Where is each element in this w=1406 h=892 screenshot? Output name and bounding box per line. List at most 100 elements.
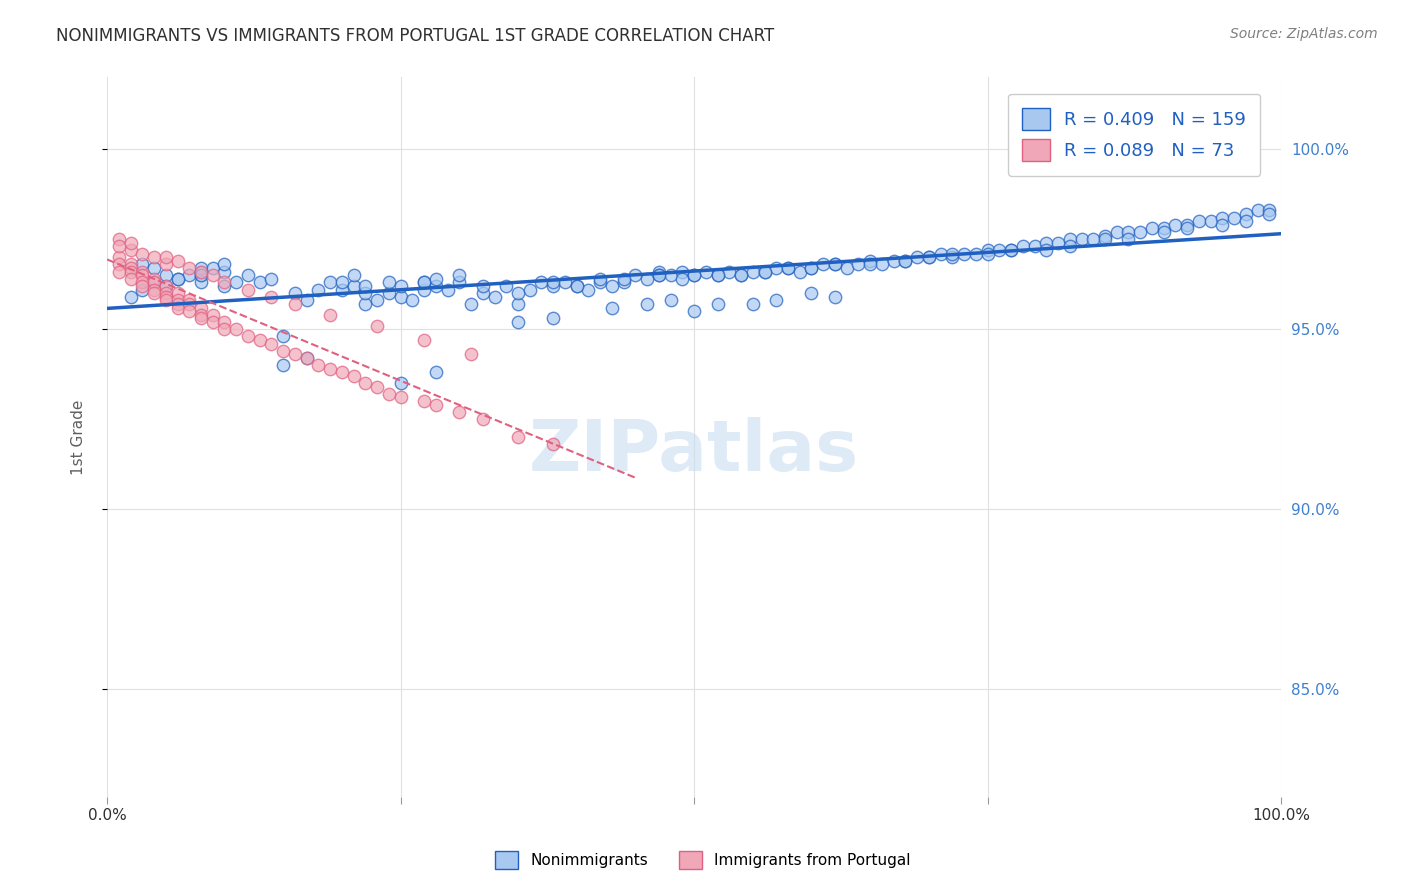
Point — [155, 293, 177, 308]
Point — [1059, 239, 1081, 253]
Point — [155, 268, 177, 283]
Point — [1234, 214, 1257, 228]
Point — [918, 250, 941, 264]
Point — [730, 268, 752, 283]
Point — [131, 265, 153, 279]
Point — [413, 276, 436, 290]
Point — [120, 272, 142, 286]
Point — [1153, 221, 1175, 235]
Point — [190, 268, 212, 283]
Point — [131, 246, 153, 260]
Point — [1175, 221, 1198, 235]
Point — [271, 343, 294, 358]
Point — [143, 276, 166, 290]
Point — [131, 257, 153, 271]
Point — [589, 276, 612, 290]
Point — [190, 265, 212, 279]
Point — [190, 311, 212, 326]
Point — [179, 304, 201, 318]
Point — [413, 394, 436, 409]
Point — [413, 283, 436, 297]
Point — [1234, 207, 1257, 221]
Point — [1035, 243, 1057, 257]
Point — [988, 243, 1011, 257]
Point — [343, 368, 366, 383]
Point — [201, 268, 224, 283]
Point — [425, 365, 447, 379]
Point — [143, 260, 166, 275]
Point — [506, 286, 529, 301]
Point — [143, 250, 166, 264]
Point — [565, 279, 588, 293]
Point — [166, 293, 188, 308]
Point — [155, 257, 177, 271]
Point — [190, 260, 212, 275]
Point — [870, 257, 893, 271]
Point — [155, 290, 177, 304]
Point — [236, 268, 259, 283]
Point — [859, 253, 882, 268]
Point — [225, 322, 247, 336]
Point — [706, 268, 728, 283]
Point — [894, 253, 917, 268]
Point — [249, 333, 271, 347]
Point — [883, 253, 905, 268]
Point — [565, 279, 588, 293]
Point — [835, 260, 858, 275]
Point — [484, 290, 506, 304]
Point — [1105, 225, 1128, 239]
Point — [1211, 211, 1233, 225]
Point — [236, 283, 259, 297]
Point — [1140, 221, 1163, 235]
Point — [506, 430, 529, 444]
Point — [506, 315, 529, 329]
Point — [730, 268, 752, 283]
Point — [460, 297, 482, 311]
Point — [190, 301, 212, 315]
Point — [214, 279, 236, 293]
Point — [201, 260, 224, 275]
Point — [190, 276, 212, 290]
Point — [706, 268, 728, 283]
Point — [389, 391, 412, 405]
Point — [436, 283, 458, 297]
Point — [1094, 232, 1116, 246]
Point — [201, 315, 224, 329]
Point — [671, 265, 693, 279]
Point — [929, 246, 952, 260]
Point — [754, 265, 776, 279]
Point — [143, 272, 166, 286]
Point — [389, 290, 412, 304]
Point — [600, 301, 623, 315]
Point — [330, 365, 353, 379]
Point — [578, 283, 600, 297]
Point — [295, 351, 318, 365]
Point — [354, 286, 377, 301]
Point — [1258, 207, 1281, 221]
Point — [425, 398, 447, 412]
Point — [506, 297, 529, 311]
Point — [366, 318, 388, 333]
Point — [401, 293, 423, 308]
Point — [1223, 211, 1246, 225]
Point — [389, 279, 412, 293]
Point — [471, 286, 494, 301]
Point — [378, 286, 401, 301]
Point — [813, 257, 835, 271]
Point — [249, 276, 271, 290]
Point — [976, 243, 998, 257]
Point — [179, 260, 201, 275]
Point — [824, 257, 846, 271]
Point — [1188, 214, 1211, 228]
Point — [636, 297, 658, 311]
Point — [271, 329, 294, 343]
Point — [108, 265, 131, 279]
Point — [143, 283, 166, 297]
Point — [765, 293, 787, 308]
Point — [1047, 235, 1070, 250]
Point — [166, 253, 188, 268]
Point — [214, 322, 236, 336]
Point — [343, 279, 366, 293]
Point — [260, 272, 283, 286]
Point — [1246, 203, 1268, 218]
